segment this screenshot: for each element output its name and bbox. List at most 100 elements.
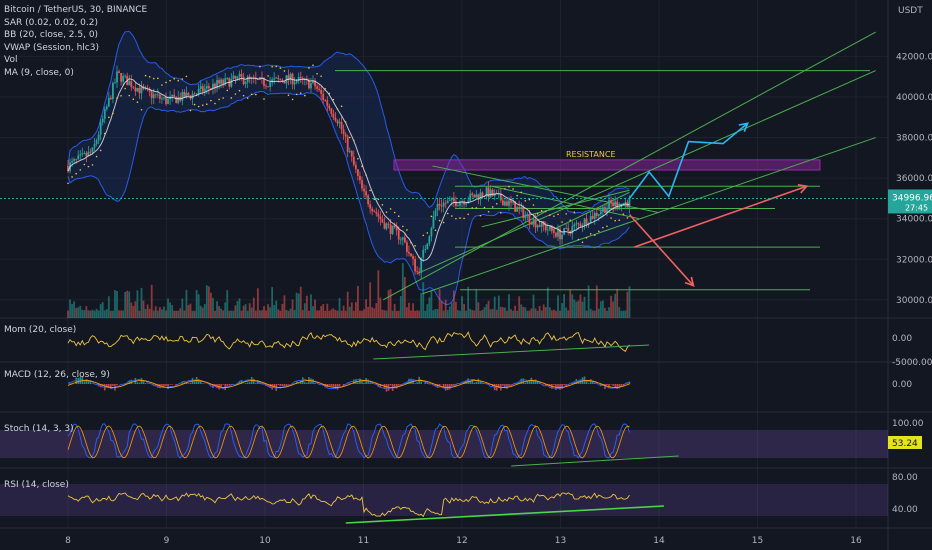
legend-sar[interactable]: SAR (0.02, 0.02, 0.2)	[4, 17, 99, 28]
candle-body	[103, 109, 106, 119]
candle-body	[308, 79, 310, 89]
volume-bar	[524, 307, 527, 318]
macd-histogram-bar	[279, 384, 282, 387]
volume-bar	[579, 294, 582, 318]
momentum-trend-line	[373, 344, 650, 360]
macd-histogram-bar	[424, 381, 427, 384]
macd-histogram-bar	[105, 384, 108, 388]
projection-down-arrowhead	[684, 276, 695, 287]
macd-histogram-bar	[532, 379, 535, 384]
volume-bar	[614, 293, 617, 318]
sar-dot	[271, 65, 273, 68]
stoch-label[interactable]: Stoch (14, 3, 3)	[4, 424, 74, 434]
volume-bar	[575, 301, 578, 318]
legend-bb[interactable]: BB (20, close, 2.5, 0)	[4, 30, 99, 40]
volume-bar	[259, 310, 261, 318]
macd-label[interactable]: MACD (12, 26, close, 9)	[4, 370, 110, 380]
candle-body	[406, 242, 408, 252]
candle-body	[163, 97, 165, 99]
candle-body	[553, 230, 555, 233]
macd-histogram-bar	[334, 384, 337, 389]
volume-bar	[263, 306, 265, 318]
candle-body	[450, 197, 453, 200]
macd-histogram-bar	[144, 383, 147, 384]
macd-histogram-bar	[414, 383, 416, 384]
candle-body	[595, 212, 598, 216]
candle-body	[195, 93, 198, 95]
candle-body	[283, 81, 286, 84]
candle-body	[616, 201, 619, 208]
sar-dot	[581, 241, 584, 244]
sar-dot	[91, 164, 94, 166]
volume-bar	[620, 310, 623, 318]
volume-bar	[150, 284, 153, 318]
sar-dot	[553, 215, 555, 217]
volume-bar	[171, 305, 174, 318]
sar-dot	[259, 65, 261, 68]
legend-vwap[interactable]: VWAP (Session, hlc3)	[4, 42, 99, 53]
volume-bar	[440, 301, 443, 318]
volume-bar	[583, 296, 586, 318]
macd-histogram-bar	[287, 384, 290, 385]
legend-vol[interactable]: Vol	[4, 55, 18, 65]
volume-bar	[446, 310, 449, 318]
candle-body	[628, 198, 631, 208]
volume-bar	[475, 288, 478, 318]
projection-down	[628, 214, 695, 287]
volume-bar	[230, 310, 233, 318]
volume-bar	[167, 298, 169, 318]
volume-bar	[532, 294, 535, 318]
candle-body	[83, 152, 86, 154]
candle-body	[428, 236, 431, 244]
volume-bar	[114, 290, 116, 318]
macd-histogram-bar	[553, 384, 555, 386]
candle-body	[293, 82, 296, 85]
candle-body	[573, 224, 576, 227]
candle-body	[330, 108, 333, 114]
volume-bar	[67, 310, 69, 318]
volume-bar	[185, 289, 188, 318]
macd-histogram-bar	[616, 384, 619, 390]
mom-label[interactable]: Mom (20, close)	[4, 325, 77, 335]
volume-bar	[626, 291, 629, 318]
macd-histogram-bar	[451, 384, 453, 387]
candle-body	[171, 94, 174, 97]
legend-symbol[interactable]: Bitcoin / TetherUS, 30, BINANCE	[4, 5, 148, 15]
candle-body	[389, 224, 392, 234]
volume-bar	[369, 282, 372, 318]
candle-body	[289, 73, 292, 80]
volume-bar	[254, 310, 257, 318]
macd-histogram-bar	[295, 380, 298, 384]
volume-bar	[467, 286, 470, 318]
volume-bar	[109, 310, 112, 318]
candle-body	[240, 74, 243, 77]
volume-bar	[420, 292, 423, 318]
candle-body	[328, 105, 331, 109]
candle-body	[579, 223, 582, 227]
sar-dot	[304, 94, 306, 97]
candle-body	[332, 113, 335, 118]
rsi-label[interactable]: RSI (14, close)	[4, 480, 69, 490]
candle-body	[504, 201, 506, 206]
candle-body	[75, 159, 78, 160]
candle-body	[120, 73, 122, 82]
volume-bar	[293, 309, 296, 318]
candle-body	[565, 228, 568, 229]
volume-bar	[508, 294, 510, 318]
sar-dot	[459, 217, 461, 219]
legend-ma[interactable]: MA (9, close, 0)	[4, 67, 74, 78]
volume-bar	[510, 309, 512, 318]
volume-bar	[261, 310, 263, 318]
candle-body	[199, 86, 202, 89]
macd-histogram-bar	[404, 383, 406, 384]
candle-body	[134, 87, 137, 92]
candle-body	[591, 216, 594, 219]
volume-bar	[573, 299, 576, 318]
candle-body	[185, 92, 188, 98]
candle-body	[577, 223, 580, 225]
sar-dot	[622, 213, 625, 215]
volume-bar	[95, 308, 98, 318]
candle-body	[602, 207, 604, 212]
candle-body	[597, 214, 600, 216]
